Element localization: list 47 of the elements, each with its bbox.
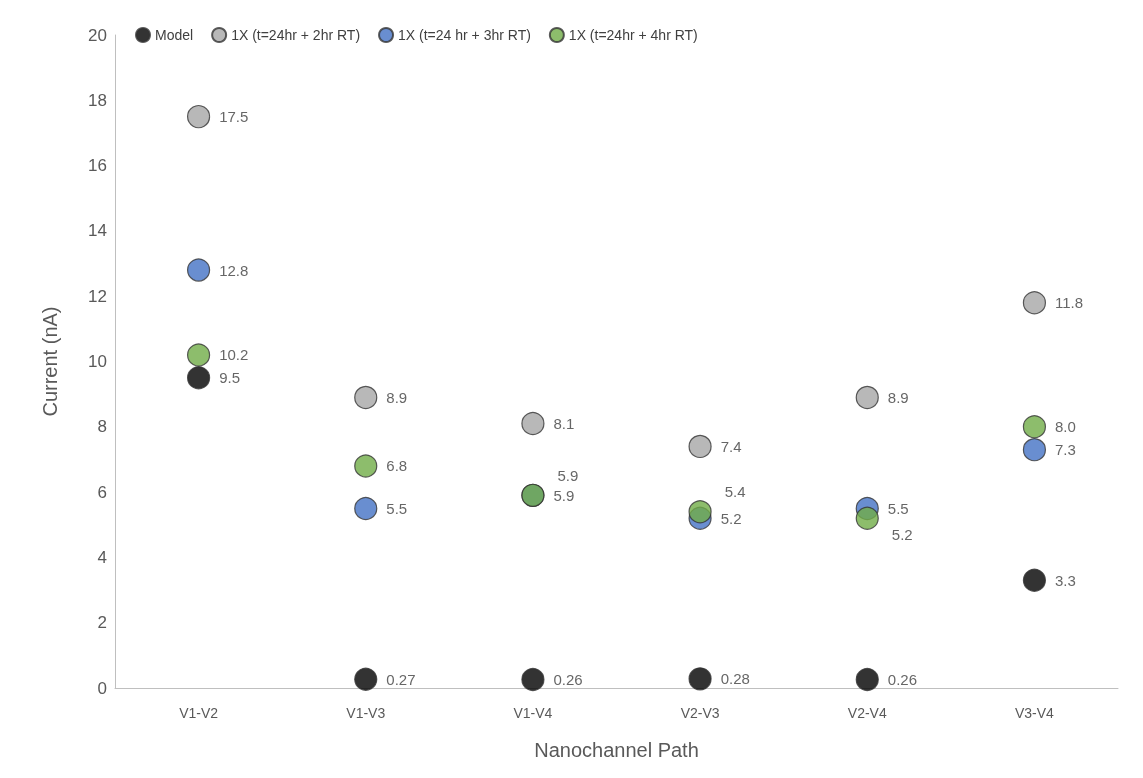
y-tick-label: 20 bbox=[88, 25, 107, 45]
y-tick-label: 18 bbox=[88, 90, 107, 110]
y-tick-label: 12 bbox=[88, 286, 107, 306]
y-axis-title: Current (nA) bbox=[39, 306, 61, 417]
data-label: 0.26 bbox=[887, 671, 918, 689]
x-tick-label: V2-V3 bbox=[680, 705, 720, 721]
data-label: 0.27 bbox=[386, 670, 416, 688]
data-label: 6.8 bbox=[386, 457, 408, 475]
x-axis-title: Nanochannel Path bbox=[534, 739, 699, 761]
data-label: 5.2 bbox=[891, 525, 913, 543]
y-tick-label: 10 bbox=[88, 352, 107, 371]
data-label: 5.5 bbox=[386, 499, 408, 517]
data-label: 5.9 bbox=[557, 466, 579, 484]
data-label: 12.8 bbox=[219, 261, 249, 279]
data-label: 7.3 bbox=[1055, 441, 1076, 459]
data-label: 8.0 bbox=[1055, 418, 1076, 436]
data-label: 7.4 bbox=[720, 437, 742, 455]
data-label: 8.9 bbox=[386, 388, 408, 406]
legend-label: 1X (t=24 hr + 3hr RT) bbox=[398, 27, 531, 43]
legend-label: Model bbox=[155, 27, 194, 43]
x-tick-label: V1-V4 bbox=[513, 705, 553, 721]
legend-label: 1X (t=24hr + 2hr RT) bbox=[231, 27, 361, 43]
data-label: 11.8 bbox=[1055, 294, 1084, 312]
data-label: 8.9 bbox=[887, 388, 909, 406]
data-label: 0.28 bbox=[720, 670, 750, 688]
y-tick-label: 0 bbox=[97, 678, 107, 698]
data-label: 5.5 bbox=[887, 499, 909, 517]
data-label: 3.3 bbox=[1055, 571, 1076, 589]
data-label: 17.5 bbox=[219, 108, 249, 126]
y-tick-label: 6 bbox=[97, 482, 107, 502]
y-tick-label: 14 bbox=[88, 221, 107, 241]
data-label: 10.2 bbox=[219, 346, 249, 364]
x-tick-label: V1-V3 bbox=[346, 705, 386, 721]
data-label: 8.1 bbox=[553, 415, 575, 433]
data-label: 9.5 bbox=[219, 369, 241, 387]
data-label: 5.2 bbox=[720, 509, 742, 527]
data-label: 0.26 bbox=[553, 671, 583, 689]
y-tick-label: 16 bbox=[88, 156, 107, 176]
y-tick-label: 4 bbox=[97, 547, 107, 567]
x-tick-label: V2-V4 bbox=[847, 705, 887, 721]
y-tick-label: 2 bbox=[97, 613, 107, 633]
x-tick-label: V3-V4 bbox=[1014, 705, 1055, 721]
y-tick-label: 8 bbox=[97, 417, 107, 437]
x-tick-label: V1-V2 bbox=[179, 705, 219, 721]
legend-label: 1X (t=24hr + 4hr RT) bbox=[568, 27, 698, 43]
data-label: 5.9 bbox=[553, 486, 575, 504]
data-label: 5.4 bbox=[724, 483, 746, 501]
